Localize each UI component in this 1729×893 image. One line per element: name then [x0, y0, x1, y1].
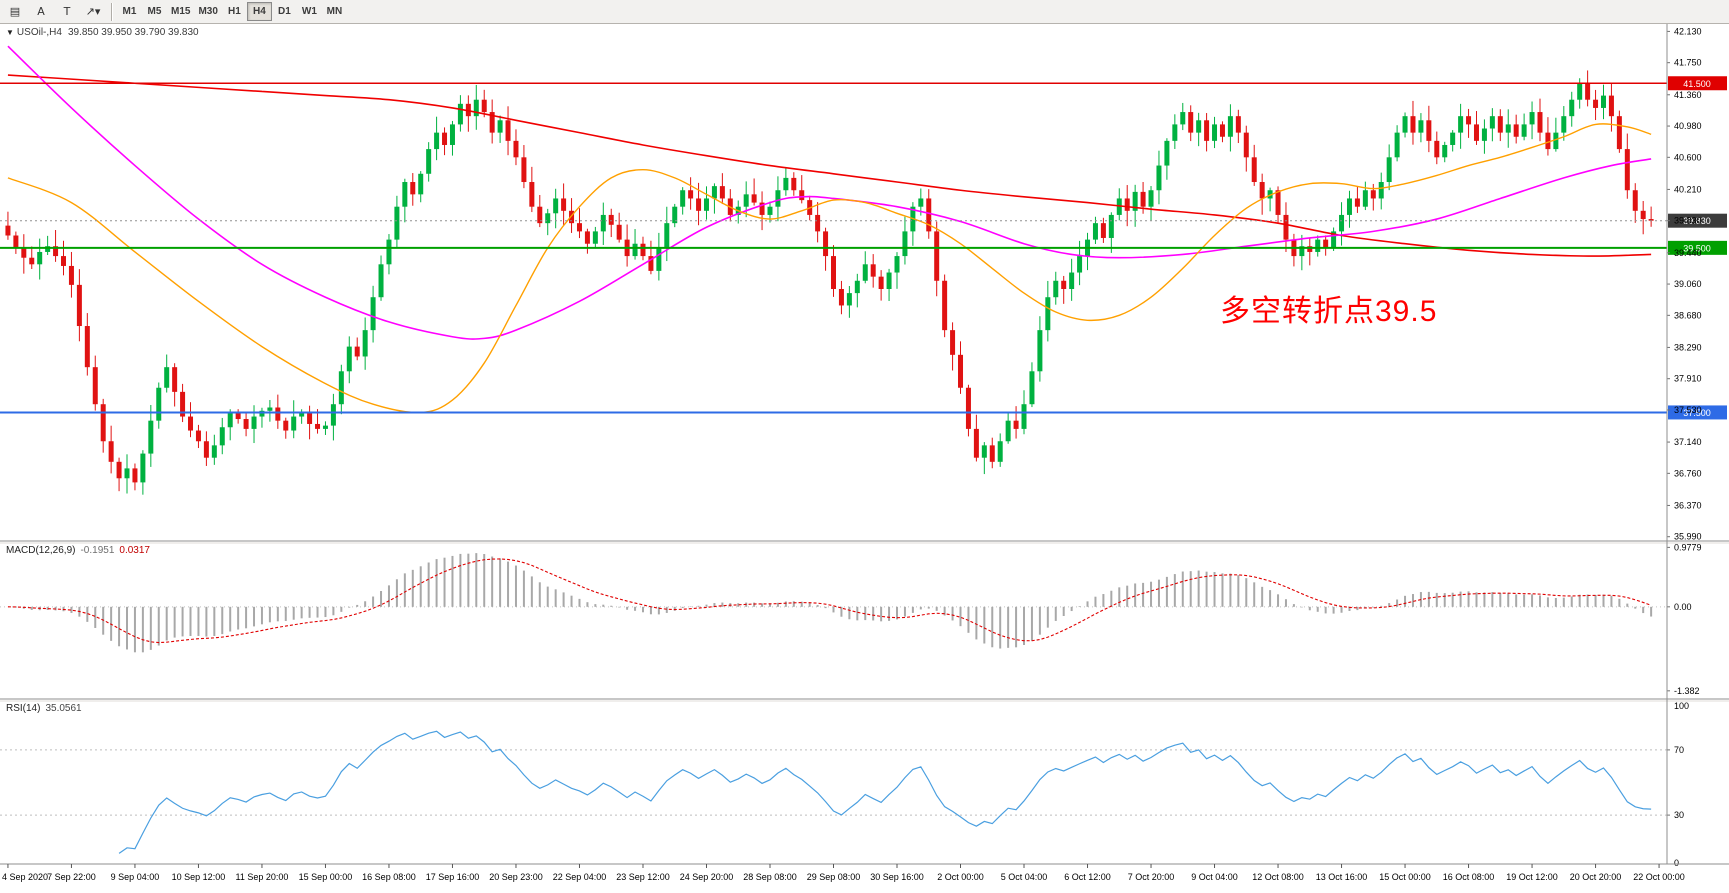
ma-slow-red-line: [7, 74, 1652, 257]
svg-text:20 Oct 20:00: 20 Oct 20:00: [1570, 872, 1622, 882]
svg-text:20 Sep 23:00: 20 Sep 23:00: [489, 872, 543, 882]
cursor-tool-icon[interactable]: A: [29, 2, 53, 22]
svg-text:39.060: 39.060: [1674, 279, 1702, 289]
timeframe-d1-button[interactable]: D1: [272, 2, 297, 21]
svg-text:4 Sep 2020: 4 Sep 2020: [2, 872, 48, 882]
hline-badge-37.500: [1668, 405, 1727, 420]
svg-text:11 Sep 20:00: 11 Sep 20:00: [236, 872, 289, 882]
svg-text:70: 70: [1674, 745, 1684, 755]
svg-text:37.910: 37.910: [1674, 374, 1702, 384]
svg-text:39.830: 39.830: [1683, 216, 1711, 226]
svg-text:100: 100: [1674, 701, 1689, 711]
time-axis[interactable]: 4 Sep 2020 7 Sep 22:00 9 Sep 04:00 10 Sep 1…: [2, 864, 1685, 882]
svg-text:39.830: 39.830: [1674, 216, 1702, 226]
svg-text:0: 0: [1674, 858, 1679, 868]
svg-text:15 Oct 00:00: 15 Oct 00:00: [1379, 872, 1431, 882]
timeframe-h1-button[interactable]: H1: [222, 2, 247, 21]
svg-text:42.130: 42.130: [1674, 26, 1702, 36]
svg-text:38.290: 38.290: [1674, 342, 1702, 352]
svg-text:22 Sep 04:00: 22 Sep 04:00: [553, 872, 607, 882]
svg-text:40.600: 40.600: [1674, 152, 1702, 162]
svg-text:37.500: 37.500: [1683, 408, 1711, 418]
horizontal-lines-layer[interactable]: 41.500 39.500 37.500: [0, 76, 1727, 420]
svg-text:40.980: 40.980: [1674, 121, 1702, 131]
panel-borders: [0, 24, 1729, 865]
svg-text:37.530: 37.530: [1674, 405, 1702, 415]
svg-text:41.360: 41.360: [1674, 90, 1702, 100]
svg-text:35.990: 35.990: [1674, 532, 1702, 542]
svg-text:30: 30: [1674, 810, 1684, 820]
draw-tools-icon[interactable]: ↗▾: [81, 2, 105, 22]
svg-text:41.500: 41.500: [1683, 79, 1711, 89]
svg-text:13 Oct 16:00: 13 Oct 16:00: [1316, 872, 1368, 882]
ma-mid-magenta-line: [7, 45, 1652, 340]
hline-badge-39.500: [1668, 240, 1727, 255]
current-price-layer: 39.830: [0, 213, 1727, 228]
timeframe-h4-button[interactable]: H4: [246, 2, 272, 21]
svg-text:0.00: 0.00: [1674, 602, 1692, 612]
timeframe-m15-button[interactable]: M15: [167, 2, 194, 21]
svg-text:7 Oct 20:00: 7 Oct 20:00: [1128, 872, 1175, 882]
svg-text:41.750: 41.750: [1674, 58, 1702, 68]
svg-text:5 Oct 04:00: 5 Oct 04:00: [1001, 872, 1048, 882]
svg-text:22 Oct 00:00: 22 Oct 00:00: [1633, 872, 1685, 882]
svg-text:2 Oct 00:00: 2 Oct 00:00: [937, 872, 984, 882]
svg-text:30 Sep 16:00: 30 Sep 16:00: [870, 872, 924, 882]
timeframe-m5-button[interactable]: M5: [142, 2, 167, 21]
timeframe-mn-button[interactable]: MN: [322, 2, 347, 21]
svg-text:24 Sep 20:00: 24 Sep 20:00: [680, 872, 734, 882]
timeframe-m1-button[interactable]: M1: [117, 2, 142, 21]
svg-text:29 Sep 08:00: 29 Sep 08:00: [807, 872, 861, 882]
svg-text:0.9779: 0.9779: [1674, 542, 1702, 552]
svg-text:36.760: 36.760: [1674, 468, 1702, 478]
svg-text:9 Sep 04:00: 9 Sep 04:00: [111, 872, 160, 882]
candlesticks-layer: [5, 70, 1654, 495]
toolbar-separator: [111, 2, 112, 21]
text-tool-icon[interactable]: T: [55, 2, 79, 22]
svg-text:6 Oct 12:00: 6 Oct 12:00: [1064, 872, 1111, 882]
svg-text:19 Oct 12:00: 19 Oct 12:00: [1506, 872, 1558, 882]
svg-text:17 Sep 16:00: 17 Sep 16:00: [426, 872, 480, 882]
chart-window-icon[interactable]: ▤: [3, 2, 27, 22]
svg-text:16 Oct 08:00: 16 Oct 08:00: [1443, 872, 1495, 882]
svg-text:37.140: 37.140: [1674, 437, 1702, 447]
svg-text:23 Sep 12:00: 23 Sep 12:00: [616, 872, 670, 882]
svg-text:15 Sep 00:00: 15 Sep 00:00: [299, 872, 353, 882]
svg-text:40.210: 40.210: [1674, 184, 1702, 194]
timeframe-m30-button[interactable]: M30: [194, 2, 221, 21]
timeframe-toolbar: M1 M5 M15 M30 H1 H4 D1 W1 MN: [117, 0, 347, 24]
svg-text:-1.382: -1.382: [1674, 686, 1700, 696]
svg-text:12 Oct 08:00: 12 Oct 08:00: [1252, 872, 1304, 882]
toolbar-icon-group: ▤ A T ↗▾: [2, 0, 106, 24]
price-axis[interactable]: 42.130 41.750 41.360 40.980 40.600 40.210 39.8…: [1667, 26, 1702, 542]
timeframe-w1-button[interactable]: W1: [297, 2, 322, 21]
hline-badge-41.500: [1668, 76, 1727, 91]
svg-text:7 Sep 22:00: 7 Sep 22:00: [47, 872, 96, 882]
svg-text:9 Oct 04:00: 9 Oct 04:00: [1191, 872, 1238, 882]
svg-text:38.680: 38.680: [1674, 310, 1702, 320]
svg-text:39.440: 39.440: [1674, 248, 1702, 258]
svg-text:36.370: 36.370: [1674, 500, 1702, 510]
svg-text:39.500: 39.500: [1683, 243, 1711, 253]
toolbar: ▤ A T ↗▾ M1 M5 M15 M30 H1 H4 D1 W1 MN: [0, 0, 1729, 24]
svg-text:16 Sep 08:00: 16 Sep 08:00: [362, 872, 416, 882]
svg-text:10 Sep 12:00: 10 Sep 12:00: [172, 872, 226, 882]
chart-canvas[interactable]: 41.500 39.500 37.500 39.830 42.130 41.750 41.3…: [0, 24, 1729, 893]
svg-text:28 Sep 08:00: 28 Sep 08:00: [743, 872, 797, 882]
rsi-panel: [0, 730, 1667, 854]
macd-panel: [0, 553, 1667, 653]
